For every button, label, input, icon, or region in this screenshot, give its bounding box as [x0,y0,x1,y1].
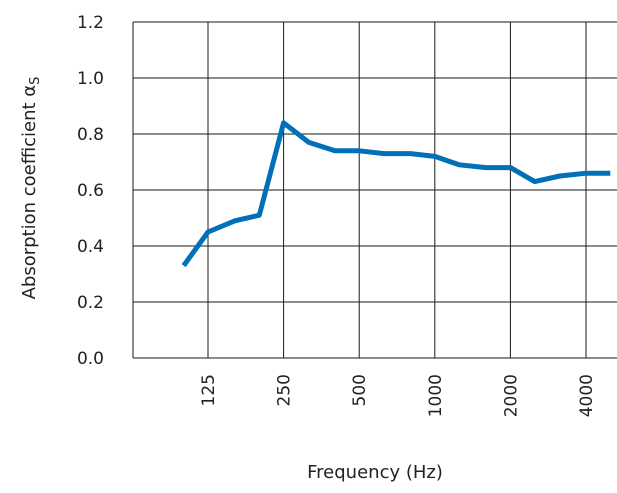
y-axis-label-main: Absorption coefficient [19,97,40,300]
y-axis-label-symbol: α [19,85,40,97]
grid [132,21,617,359]
y-tick-label: 1.2 [77,13,104,33]
x-tick-label: 4000 [577,374,597,417]
y-axis-label: Absorption coefficient αS [19,77,43,300]
x-tick-label: 500 [350,374,370,406]
x-tick-label: 250 [275,374,295,406]
y-axis-label-subscript: S [28,77,43,85]
x-tick-label: 2000 [501,374,521,417]
x-axis-label: Frequency (Hz) [307,462,443,483]
y-tick-label: 0.4 [77,237,104,257]
series-line [181,120,611,268]
x-tick-label: 125 [199,374,219,406]
y-tick-label: 1.0 [77,69,104,89]
y-tick-label: 0.0 [77,349,104,369]
x-tick-label: 1000 [426,374,446,417]
y-tick-label: 0.6 [77,181,104,201]
y-tick-labels: 0.0 0.2 0.4 0.6 0.8 1.0 1.2 [77,13,104,369]
x-tick-labels: 125 250 500 1000 2000 4000 [199,374,597,417]
y-tick-label: 0.8 [77,125,104,145]
series-group [181,120,611,268]
y-tick-label: 0.2 [77,293,104,313]
